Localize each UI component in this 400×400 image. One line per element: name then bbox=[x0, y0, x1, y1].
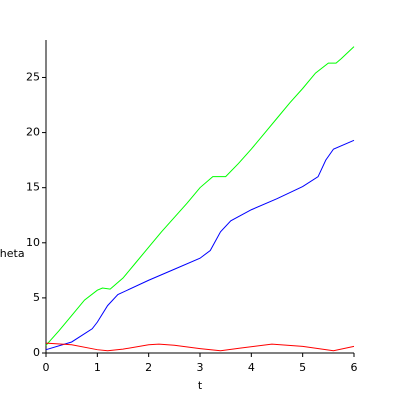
y-tick-label: 0 bbox=[33, 346, 40, 359]
y-axis-label: theta bbox=[0, 247, 25, 260]
x-tick-label: 2 bbox=[145, 361, 152, 374]
x-tick-label: 0 bbox=[43, 361, 50, 374]
x-tick-label: 4 bbox=[248, 361, 255, 374]
line-series bbox=[45, 342, 355, 352]
y-tick-label: 15 bbox=[26, 181, 40, 194]
x-tick-label: 1 bbox=[94, 361, 101, 374]
x-tick-label: 6 bbox=[351, 361, 358, 374]
y-tick-label: 25 bbox=[26, 70, 40, 83]
x-tick-label: 5 bbox=[299, 361, 306, 374]
x-axis-label: t bbox=[198, 379, 203, 392]
x-tick-label: 3 bbox=[197, 361, 204, 374]
line-series bbox=[45, 46, 355, 346]
line-series bbox=[45, 139, 355, 351]
y-tick-label: 10 bbox=[26, 236, 40, 249]
y-tick-label: 20 bbox=[26, 126, 40, 139]
y-tick-label: 5 bbox=[33, 291, 40, 304]
